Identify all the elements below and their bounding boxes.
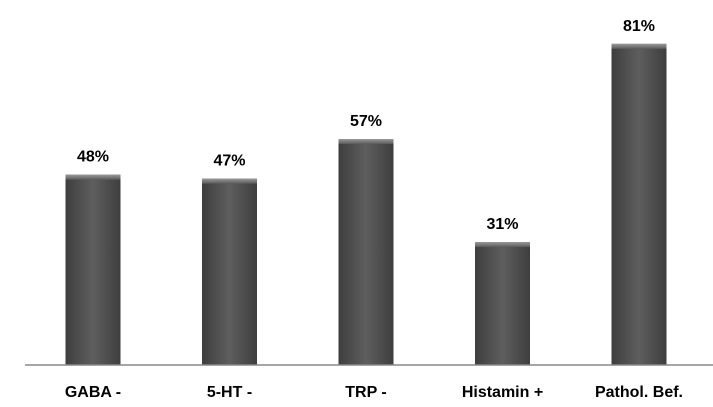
category-label-5: Pathol. Bef. (595, 384, 683, 401)
value-label-4: 31% (486, 216, 518, 233)
bar-4 (475, 242, 530, 365)
value-label-1: 48% (77, 149, 109, 166)
bar-2 (202, 178, 257, 365)
bar-bevel (611, 43, 667, 49)
category-label-4: Histamin + (462, 384, 543, 401)
bar-body (475, 242, 530, 365)
value-labels-group: 48% 47% 57% 31% 81% (77, 18, 655, 233)
bar-5 (611, 43, 667, 366)
value-label-3: 57% (350, 113, 382, 130)
category-label-3: TRP - (345, 384, 386, 401)
value-label-2: 47% (213, 153, 245, 170)
bar-bevel (475, 242, 530, 248)
category-label-2: 5-HT - (207, 384, 252, 401)
bar-body (611, 43, 667, 366)
bar-bevel (202, 178, 257, 184)
bar-1 (65, 174, 121, 365)
bar-body (65, 174, 121, 365)
category-label-1: GABA - (65, 384, 121, 401)
bar-bevel (65, 174, 121, 180)
bar-bevel (338, 138, 394, 144)
bar-body (338, 138, 394, 365)
category-labels-group: GABA - 5-HT - TRP - Histamin + Pathol. Bef. (65, 384, 683, 401)
bars-group (65, 43, 667, 366)
bar-body (202, 178, 257, 365)
value-label-5: 81% (623, 18, 655, 35)
bar-3 (338, 138, 394, 365)
